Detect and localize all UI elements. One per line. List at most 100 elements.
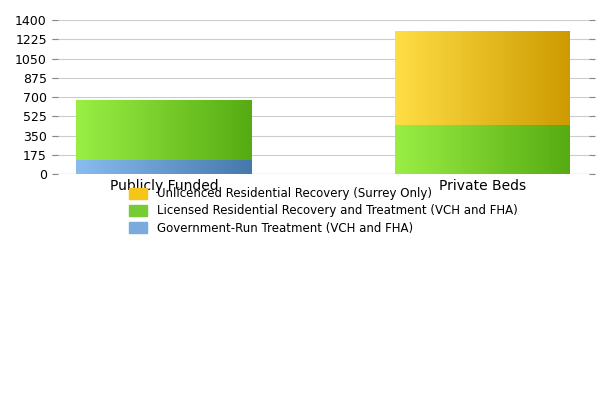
Bar	[423, 31, 425, 125]
Bar	[563, 125, 565, 174]
Bar	[148, 160, 150, 174]
Bar	[451, 31, 453, 125]
Bar	[486, 125, 488, 174]
Bar	[180, 160, 182, 174]
Bar	[213, 160, 215, 174]
Bar	[124, 100, 126, 160]
Bar	[535, 31, 537, 125]
Bar	[458, 125, 460, 174]
Bar	[140, 100, 142, 160]
Bar	[420, 125, 422, 174]
Bar	[118, 160, 120, 174]
Bar	[138, 160, 140, 174]
Bar	[506, 31, 508, 125]
Bar	[398, 31, 400, 125]
Bar	[136, 100, 138, 160]
Bar	[521, 31, 523, 125]
Bar	[180, 100, 182, 160]
Bar	[560, 125, 562, 174]
Bar	[117, 160, 118, 174]
Bar	[204, 160, 206, 174]
Bar	[90, 160, 92, 174]
Bar	[98, 100, 99, 160]
Bar	[231, 100, 232, 160]
Bar	[76, 160, 78, 174]
Bar	[159, 100, 160, 160]
Bar	[504, 31, 506, 125]
Bar	[453, 125, 454, 174]
Bar	[497, 31, 498, 125]
Bar	[140, 160, 142, 174]
Bar	[544, 31, 546, 125]
Bar	[436, 31, 437, 125]
Bar	[164, 160, 166, 174]
Bar	[84, 100, 85, 160]
Bar	[90, 100, 92, 160]
Bar	[150, 160, 152, 174]
Bar	[122, 100, 124, 160]
Bar	[460, 125, 462, 174]
Bar	[493, 31, 495, 125]
Bar	[428, 125, 430, 174]
Bar	[208, 100, 210, 160]
Bar	[418, 125, 420, 174]
Bar	[126, 100, 127, 160]
Bar	[173, 100, 174, 160]
Bar	[166, 100, 168, 160]
Bar	[490, 125, 492, 174]
Bar	[104, 160, 106, 174]
Bar	[182, 160, 184, 174]
Bar	[104, 100, 106, 160]
Bar	[534, 125, 535, 174]
Bar	[509, 31, 511, 125]
Bar	[448, 31, 450, 125]
Bar	[143, 160, 145, 174]
Bar	[511, 125, 512, 174]
Bar	[450, 125, 451, 174]
Bar	[88, 100, 90, 160]
Bar	[206, 160, 208, 174]
Bar	[422, 31, 423, 125]
Bar	[465, 31, 467, 125]
Bar	[397, 31, 398, 125]
Bar	[430, 31, 432, 125]
Bar	[472, 31, 474, 125]
Bar	[250, 160, 252, 174]
Bar	[404, 125, 406, 174]
Bar	[546, 125, 548, 174]
Bar	[101, 100, 102, 160]
Bar	[504, 125, 506, 174]
Bar	[201, 100, 203, 160]
Bar	[241, 100, 243, 160]
Bar	[430, 125, 432, 174]
Bar	[92, 100, 94, 160]
Bar	[525, 125, 526, 174]
Bar	[476, 31, 478, 125]
Bar	[530, 125, 532, 174]
Bar	[210, 160, 212, 174]
Bar	[171, 100, 173, 160]
Bar	[462, 125, 464, 174]
Bar	[245, 100, 246, 160]
Bar	[508, 31, 509, 125]
Bar	[227, 160, 229, 174]
Bar	[418, 31, 420, 125]
Bar	[99, 160, 101, 174]
Bar	[470, 125, 472, 174]
Bar	[432, 31, 434, 125]
Bar	[178, 160, 180, 174]
Bar	[474, 125, 476, 174]
Bar	[190, 100, 192, 160]
Bar	[231, 160, 232, 174]
Bar	[82, 100, 84, 160]
Bar	[198, 160, 199, 174]
Bar	[472, 125, 474, 174]
Bar	[450, 31, 451, 125]
Bar	[229, 160, 231, 174]
Bar	[196, 160, 198, 174]
Bar	[96, 160, 98, 174]
Bar	[157, 100, 159, 160]
Bar	[500, 125, 502, 174]
Bar	[120, 160, 122, 174]
Bar	[400, 125, 402, 174]
